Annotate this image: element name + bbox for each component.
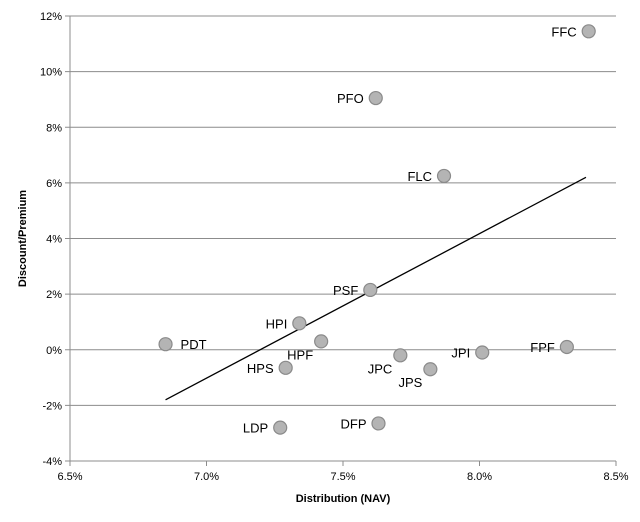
y-tick-label: 8% — [46, 122, 62, 134]
point-label: PDT — [181, 337, 207, 352]
y-tick-labels: -4% -2% 0% 2% 4% 6% 8% 10% 12% — [40, 11, 62, 468]
point-label: PFO — [337, 91, 364, 106]
data-point — [371, 416, 386, 431]
x-tick-labels: 6.5% 7.0% 7.5% 8.0% 8.5% — [57, 471, 628, 483]
point-label: JPS — [399, 375, 423, 390]
point-label: HPS — [247, 361, 274, 376]
data-point — [368, 90, 383, 106]
x-tick-label: 8.0% — [467, 471, 492, 483]
point-label: FPF — [530, 340, 555, 355]
data-points: FFC PFO FLC PSF HPI HPF PDT FPF JPI JPC HPS JPS DFP L… — [158, 24, 596, 436]
data-point — [314, 334, 329, 349]
grid-lines — [70, 15, 616, 406]
y-tick-label: -2% — [42, 400, 62, 412]
axes — [65, 15, 617, 466]
x-tick-label: 7.0% — [194, 471, 219, 483]
point-label: FFC — [551, 24, 576, 39]
x-tick-label: 7.5% — [330, 471, 355, 483]
data-point — [559, 339, 574, 355]
point-label: HPF — [287, 347, 313, 362]
y-tick-label: 10% — [40, 67, 62, 79]
point-label: FLC — [407, 169, 432, 184]
y-tick-label: 4% — [46, 234, 62, 246]
point-label: DFP — [340, 416, 366, 431]
point-label: HPI — [266, 316, 288, 331]
x-tick-label: 6.5% — [57, 471, 82, 483]
x-tick-label: 8.5% — [603, 471, 628, 483]
y-tick-label: 2% — [46, 289, 62, 301]
data-point — [273, 420, 288, 435]
y-tick-label: -4% — [42, 456, 62, 468]
data-point — [475, 345, 490, 360]
point-label: LDP — [243, 421, 268, 436]
data-point — [423, 362, 438, 377]
data-point — [278, 360, 293, 375]
data-point — [436, 168, 452, 184]
y-tick-label: 6% — [46, 178, 62, 190]
x-axis-title: Distribution (NAV) — [296, 493, 391, 505]
y-tick-label: 12% — [40, 11, 62, 23]
y-tick-label: 0% — [46, 345, 62, 357]
data-point — [158, 337, 173, 352]
point-label: PSF — [333, 283, 358, 298]
point-label: JPC — [368, 361, 393, 376]
point-label: JPI — [451, 346, 470, 361]
y-axis-title: Discount/Premium — [17, 190, 29, 287]
data-point — [363, 282, 378, 298]
data-point — [581, 24, 596, 39]
data-point — [393, 348, 408, 363]
data-point — [292, 316, 307, 331]
